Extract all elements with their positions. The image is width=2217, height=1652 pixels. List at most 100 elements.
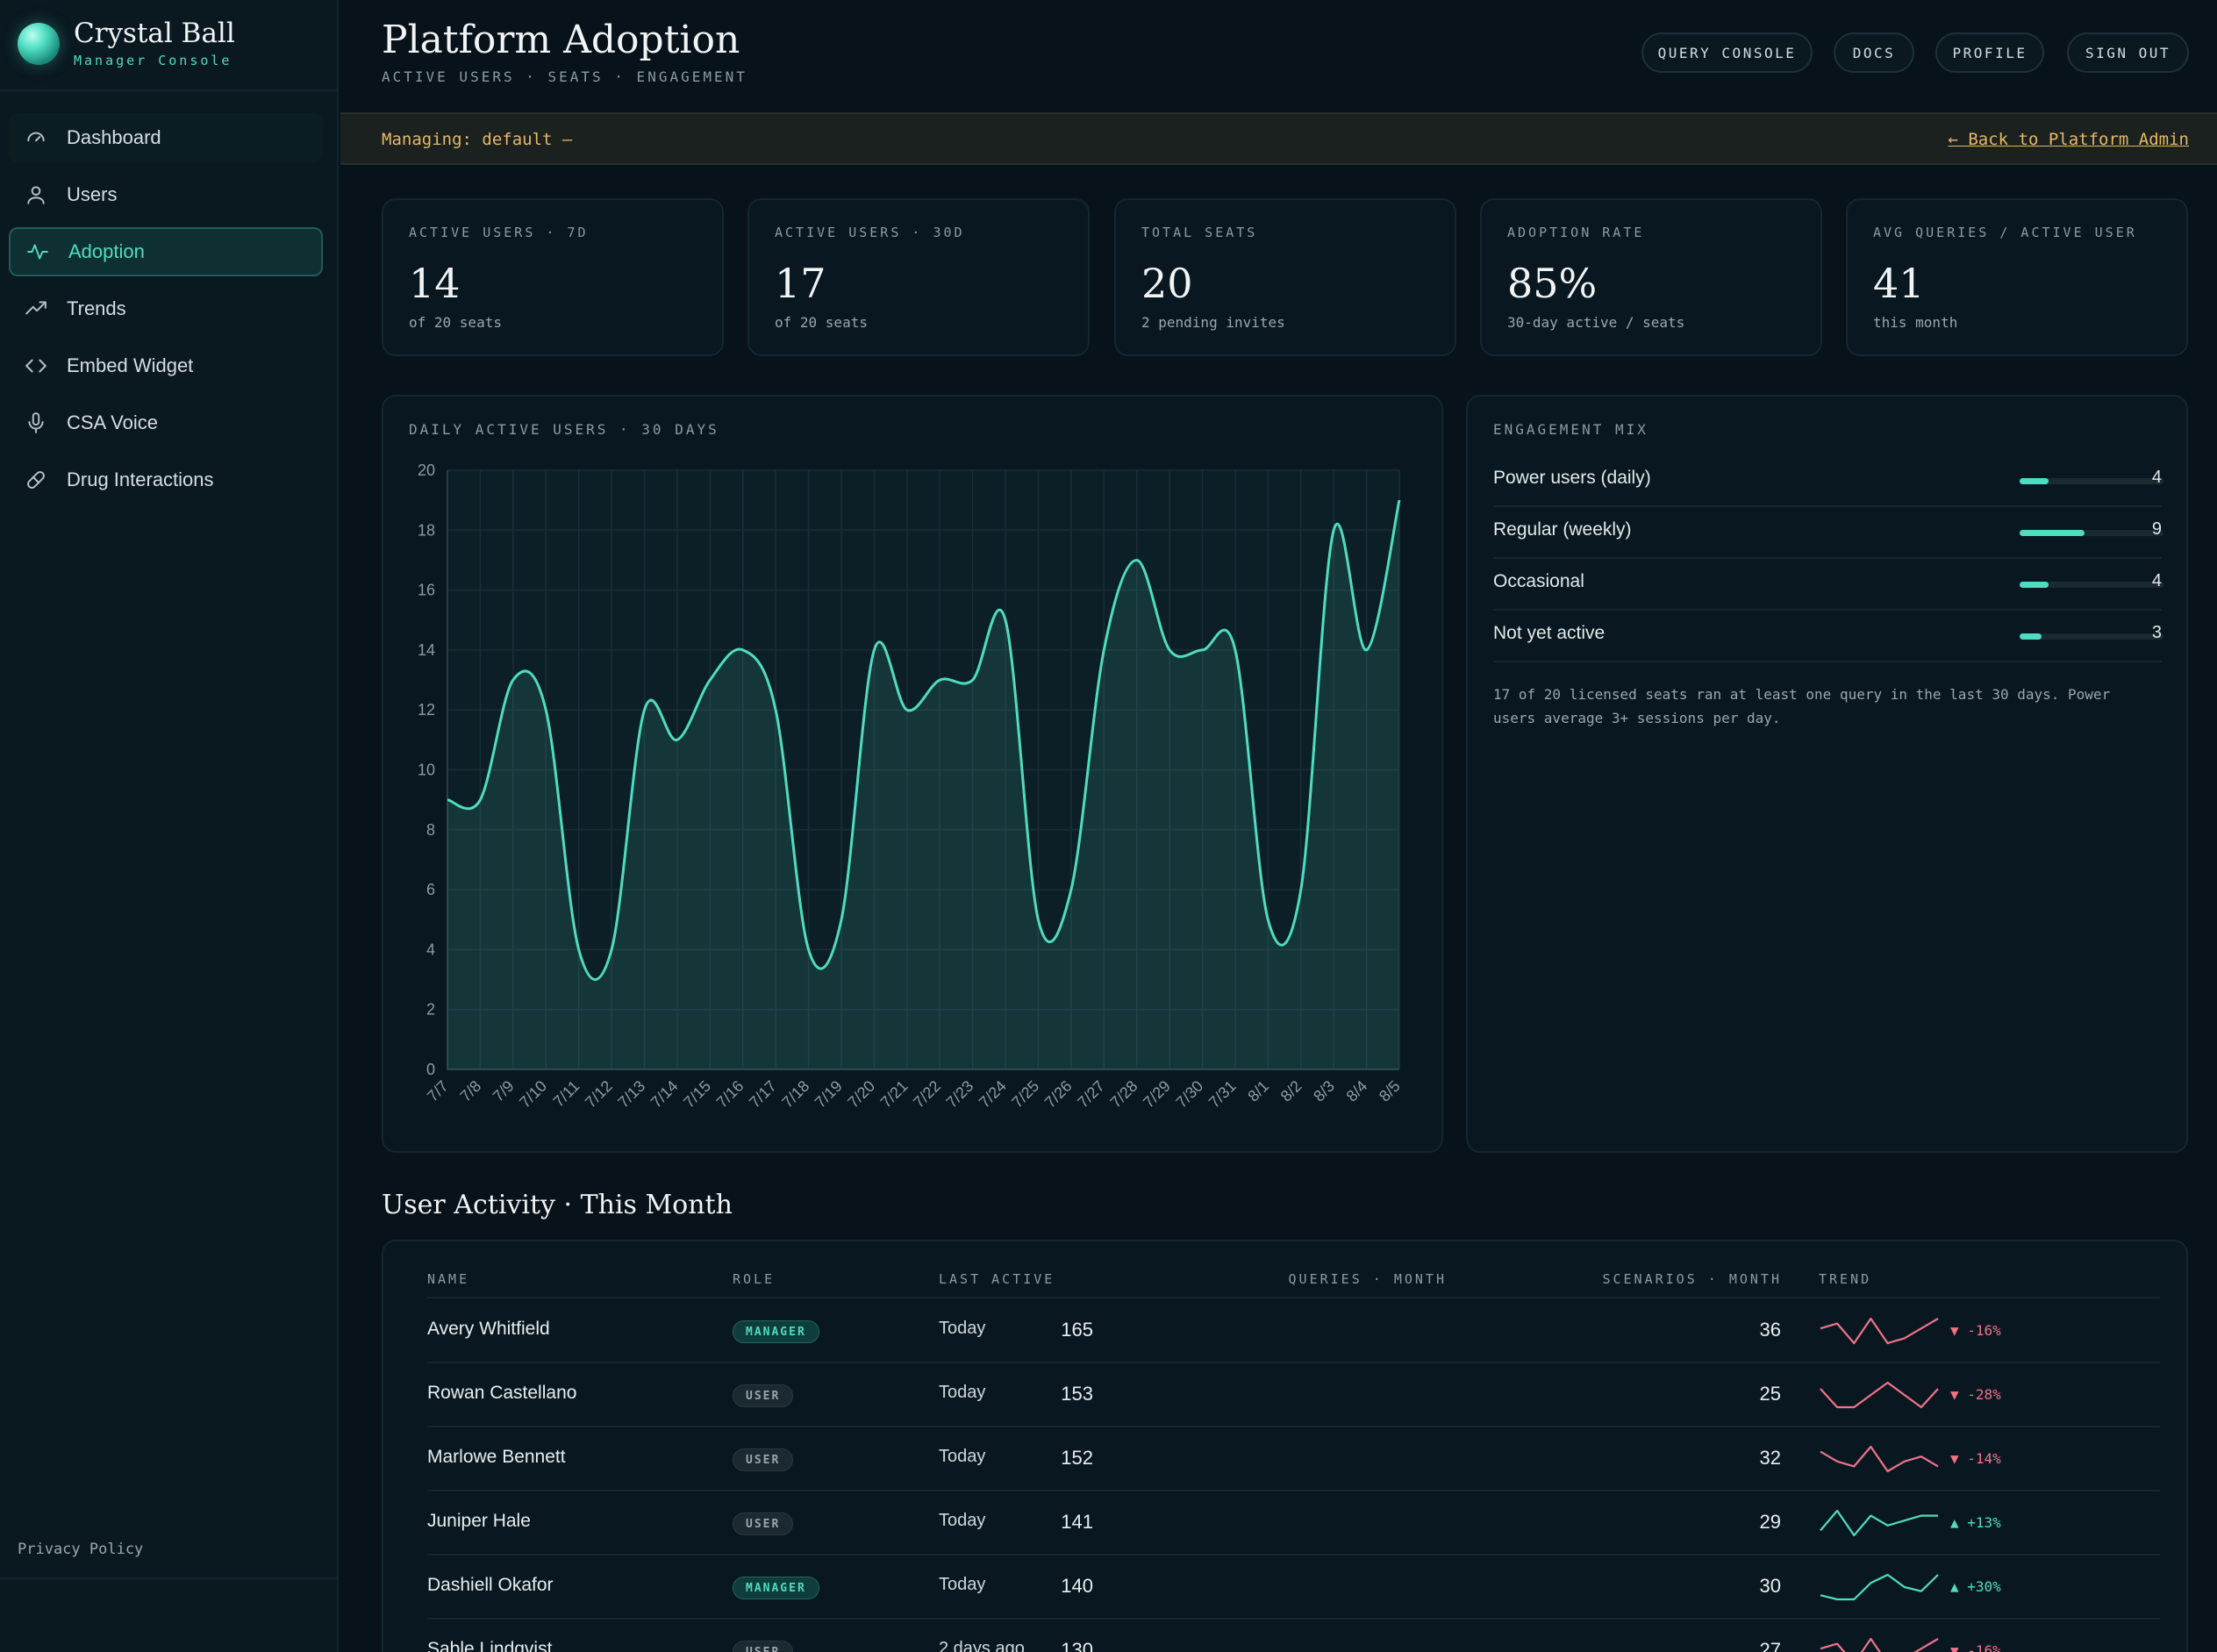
data-point xyxy=(1200,647,1205,653)
queries-count: 153 xyxy=(1061,1383,1093,1405)
data-point xyxy=(1069,887,1074,892)
table-row[interactable]: Sable Lindqvist USER 2 days ago 130 27 ▼ -16% xyxy=(427,1620,2160,1652)
y-tick-label: 8 xyxy=(426,821,435,839)
query-console-button[interactable]: QUERY CONSOLE xyxy=(1641,32,1813,73)
table-row[interactable]: Marlowe Bennett USER Today 152 32 ▼ -14% xyxy=(427,1427,2160,1491)
queries-count: 141 xyxy=(1061,1511,1093,1533)
last-active: Today xyxy=(939,1447,986,1466)
data-point xyxy=(1331,527,1336,533)
column-header-name[interactable]: NAME xyxy=(427,1271,470,1287)
stat-card-total-seats: TOTAL SEATS 20 2 pending invites xyxy=(1114,198,1456,356)
trend-delta: ▲ +13% xyxy=(1950,1514,2001,1531)
table-row[interactable]: Rowan Castellano USER Today 153 25 ▼ -28% xyxy=(427,1363,2160,1427)
engagement-row-occasional: Occasional 4 xyxy=(1493,559,2163,611)
table-row[interactable]: Avery Whitfield MANAGER Today 165 36 ▼ -16% xyxy=(427,1299,2160,1363)
table-row[interactable]: Dashiell Okafor MANAGER Today 140 30 ▲ +30% xyxy=(427,1555,2160,1620)
column-header-trend[interactable]: TREND xyxy=(1819,1271,1872,1287)
privacy-policy-link[interactable]: Privacy Policy xyxy=(18,1541,144,1558)
sidebar-item-dashboard[interactable]: Dashboard xyxy=(9,113,323,162)
data-point xyxy=(839,917,844,922)
x-tick-label: 8/5 xyxy=(1376,1077,1404,1105)
user-name: Rowan Castellano xyxy=(427,1383,577,1403)
data-point xyxy=(937,677,942,683)
stat-subtext: of 20 seats xyxy=(775,314,868,331)
engagement-bar-track xyxy=(2020,478,2163,484)
series-line xyxy=(447,499,1401,981)
brand-subtitle: Manager Console xyxy=(74,53,232,68)
y-tick-label: 4 xyxy=(426,940,435,958)
sign-out-button[interactable]: SIGN OUT xyxy=(2067,32,2189,73)
y-tick-label: 18 xyxy=(418,521,435,539)
microphone-icon xyxy=(23,410,49,436)
column-header-scenarios[interactable]: SCENARIOS · MONTH xyxy=(1602,1271,1782,1287)
engagement-row-power-users: Power users (daily) 4 xyxy=(1493,455,2163,507)
sidebar-item-adoption[interactable]: Adoption xyxy=(9,227,323,276)
scenarios-count: 32 xyxy=(1759,1447,1781,1469)
sparkline-path xyxy=(1820,1445,1939,1473)
crystal-ball-logo xyxy=(18,23,60,65)
column-header-role[interactable]: ROLE xyxy=(733,1271,776,1287)
column-header-queries[interactable]: QUERIES · MONTH xyxy=(1288,1271,1447,1287)
y-tick-label: 2 xyxy=(426,1001,435,1019)
column-header-last-active[interactable]: LAST ACTIVE xyxy=(939,1271,1055,1287)
user-activity-title: User Activity · This Month xyxy=(382,1190,733,1220)
data-point xyxy=(1265,917,1270,922)
engagement-label: Occasional xyxy=(1493,571,1584,591)
x-tick-label: 7/7 xyxy=(424,1077,452,1105)
sidebar-item-drug-interactions[interactable]: Drug Interactions xyxy=(9,455,323,504)
engagement-count: 4 xyxy=(2151,468,2162,487)
managing-label: Managing: default — xyxy=(382,130,573,149)
page-subtitle: ACTIVE USERS · SEATS · ENGAGEMENT xyxy=(382,68,747,85)
stat-card-active-users-30d: ACTIVE USERS · 30D 17 of 20 seats xyxy=(747,198,1090,356)
trend-sparkline xyxy=(1820,1637,1939,1652)
sidebar-item-embed-widget[interactable]: Embed Widget xyxy=(9,341,323,390)
user-icon xyxy=(23,182,49,208)
sidebar-item-label: CSA Voice xyxy=(67,411,158,433)
x-tick-label: 7/22 xyxy=(910,1077,944,1112)
sparkline-path xyxy=(1820,1317,1939,1345)
x-tick-label: 7/11 xyxy=(550,1077,583,1111)
engagement-row-regular: Regular (weekly) 9 xyxy=(1493,507,2163,559)
trend-sparkline xyxy=(1820,1317,1939,1345)
engagement-count: 4 xyxy=(2151,571,2162,590)
x-tick-label: 7/18 xyxy=(778,1077,812,1112)
queries-count: 165 xyxy=(1061,1319,1093,1341)
gauge-icon xyxy=(23,125,49,151)
engagement-bar-fill xyxy=(2020,530,2085,536)
back-to-platform-admin-link[interactable]: ← Back to Platform Admin xyxy=(1948,130,2189,149)
scenarios-count: 36 xyxy=(1759,1319,1781,1341)
sidebar-item-csa-voice[interactable]: CSA Voice xyxy=(9,398,323,447)
data-point xyxy=(773,707,778,712)
x-tick-label: 7/8 xyxy=(456,1077,484,1105)
sidebar-item-label: Embed Widget xyxy=(67,354,194,376)
sidebar-item-trends[interactable]: Trends xyxy=(9,284,323,333)
profile-button[interactable]: PROFILE xyxy=(1935,32,2044,73)
data-point xyxy=(871,647,876,653)
x-tick-label: 7/20 xyxy=(844,1077,878,1112)
stat-label: ACTIVE USERS · 30D xyxy=(775,225,965,240)
sparkline-path xyxy=(1820,1573,1939,1601)
scenarios-count: 30 xyxy=(1759,1575,1781,1597)
x-tick-label: 7/17 xyxy=(746,1077,780,1112)
x-tick-label: 8/2 xyxy=(1277,1077,1305,1105)
y-tick-label: 0 xyxy=(426,1061,435,1078)
stat-subtext: 30-day active / seats xyxy=(1507,314,1685,331)
docs-button[interactable]: DOCS xyxy=(1834,32,1914,73)
last-active: Today xyxy=(939,1511,986,1530)
sidebar-item-label: Dashboard xyxy=(67,126,161,148)
engagement-bar-fill xyxy=(2020,478,2049,484)
trend-delta: ▲ +30% xyxy=(1950,1578,2001,1595)
table-row[interactable]: Juniper Hale USER Today 141 29 ▲ +13% xyxy=(427,1491,2160,1555)
role-badge: USER xyxy=(733,1513,794,1535)
trend-sparkline xyxy=(1820,1573,1939,1601)
y-tick-label: 6 xyxy=(426,881,435,898)
x-tick-label: 7/27 xyxy=(1074,1077,1108,1112)
sidebar-item-users[interactable]: Users xyxy=(9,170,323,219)
x-tick-label: 7/23 xyxy=(943,1077,977,1112)
data-point xyxy=(576,947,582,952)
sidebar-item-label: Users xyxy=(67,183,118,205)
divider xyxy=(0,1577,337,1579)
engagement-count: 3 xyxy=(2151,623,2162,642)
engagement-label: Power users (daily) xyxy=(1493,468,1651,488)
role-badge: MANAGER xyxy=(733,1577,819,1599)
